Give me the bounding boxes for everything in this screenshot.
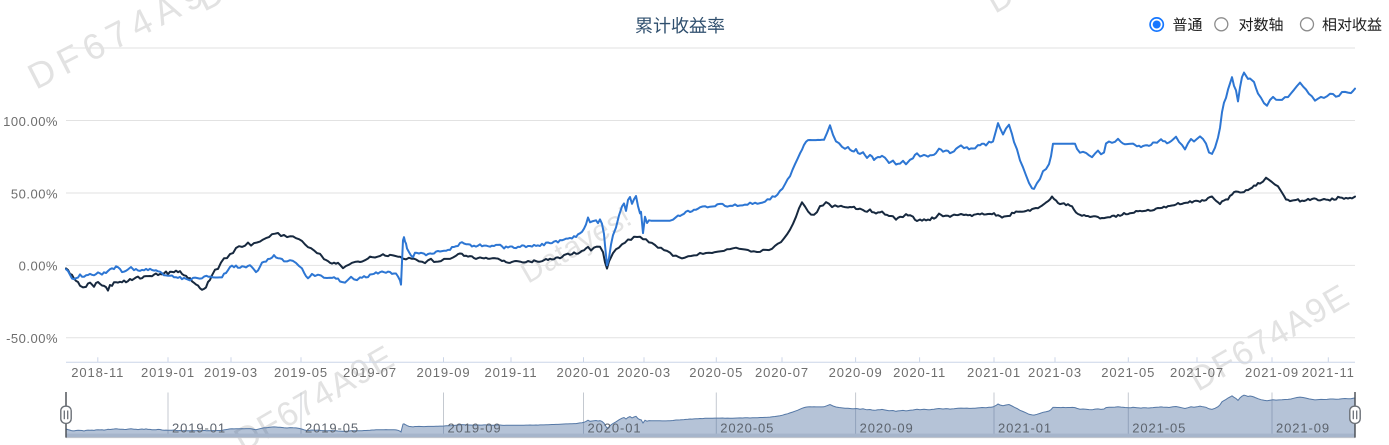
svg-text:2021-05: 2021-05 (1101, 365, 1155, 380)
svg-text:2019-07: 2019-07 (343, 365, 397, 380)
svg-text:2021-11: 2021-11 (1302, 365, 1355, 380)
svg-text:2020-03: 2020-03 (617, 365, 671, 380)
svg-text:2019-09: 2019-09 (416, 365, 470, 380)
svg-text:2019-09: 2019-09 (448, 421, 502, 436)
svg-text:2019-03: 2019-03 (204, 365, 258, 380)
svg-text:2019-11: 2019-11 (484, 365, 537, 380)
svg-text:2019-05: 2019-05 (274, 365, 328, 380)
svg-text:2021-01: 2021-01 (998, 421, 1052, 436)
svg-text:2020-09: 2020-09 (829, 365, 883, 380)
svg-text:2021-05: 2021-05 (1132, 421, 1186, 436)
svg-text:50.00%: 50.00% (11, 186, 58, 201)
svg-text:100.00%: 100.00% (3, 114, 58, 129)
svg-text:2021-07: 2021-07 (1170, 365, 1224, 380)
svg-text:2021-09: 2021-09 (1245, 365, 1299, 380)
svg-text:2019-01: 2019-01 (172, 421, 226, 436)
svg-text:2021-09: 2021-09 (1276, 421, 1330, 436)
svg-text:2020-01: 2020-01 (556, 365, 610, 380)
svg-text:2020-05: 2020-05 (720, 421, 774, 436)
svg-text:2018-11: 2018-11 (71, 365, 124, 380)
svg-text:2020-01: 2020-01 (588, 421, 642, 436)
svg-text:2021-03: 2021-03 (1028, 365, 1082, 380)
svg-text:2019-01: 2019-01 (141, 365, 195, 380)
svg-text:-50.00%: -50.00% (6, 331, 58, 346)
svg-text:2020-05: 2020-05 (689, 365, 743, 380)
svg-text:2020-09: 2020-09 (860, 421, 914, 436)
svg-text:2020-07: 2020-07 (755, 365, 809, 380)
svg-text:2020-11: 2020-11 (893, 365, 946, 380)
svg-text:0.00%: 0.00% (19, 259, 58, 274)
svg-text:2019-05: 2019-05 (305, 421, 359, 436)
svg-text:2021-01: 2021-01 (967, 365, 1021, 380)
